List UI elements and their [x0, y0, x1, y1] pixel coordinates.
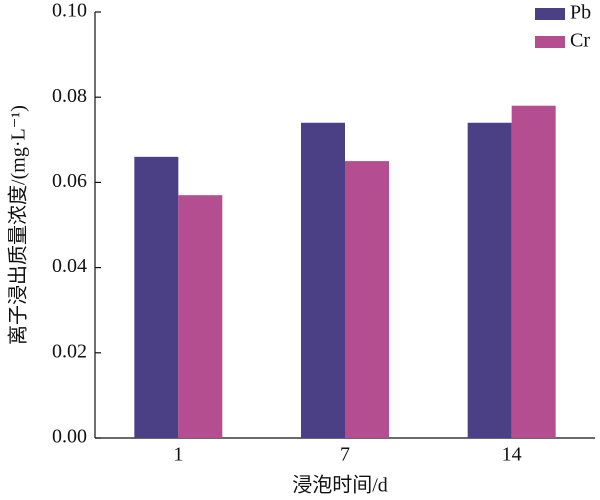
x-tick-label: 1: [173, 444, 183, 466]
bar: [178, 195, 223, 438]
x-axis-label: 浸泡时间/d: [292, 474, 388, 497]
y-tick-label: 0.06: [52, 170, 87, 192]
y-tick-label: 0.10: [52, 0, 87, 22]
legend-label: Pb: [570, 2, 591, 24]
legend-label: Cr: [570, 30, 590, 52]
x-tick-label: 14: [502, 444, 522, 466]
bar: [301, 122, 345, 438]
x-tick-label: 7: [340, 444, 350, 466]
legend-swatch: [535, 8, 565, 20]
y-tick-label: 0.04: [52, 255, 87, 277]
bar: [467, 122, 512, 438]
bar: [134, 156, 179, 438]
bar: [345, 161, 389, 438]
bar: [511, 105, 556, 438]
y-tick-label: 0.00: [52, 426, 87, 448]
y-tick-label: 0.08: [52, 85, 87, 107]
legend-swatch: [535, 36, 565, 48]
y-axis-label: 离子浸出质量浓度/(mg·L⁻¹): [7, 105, 30, 345]
y-tick-label: 0.02: [52, 340, 87, 362]
